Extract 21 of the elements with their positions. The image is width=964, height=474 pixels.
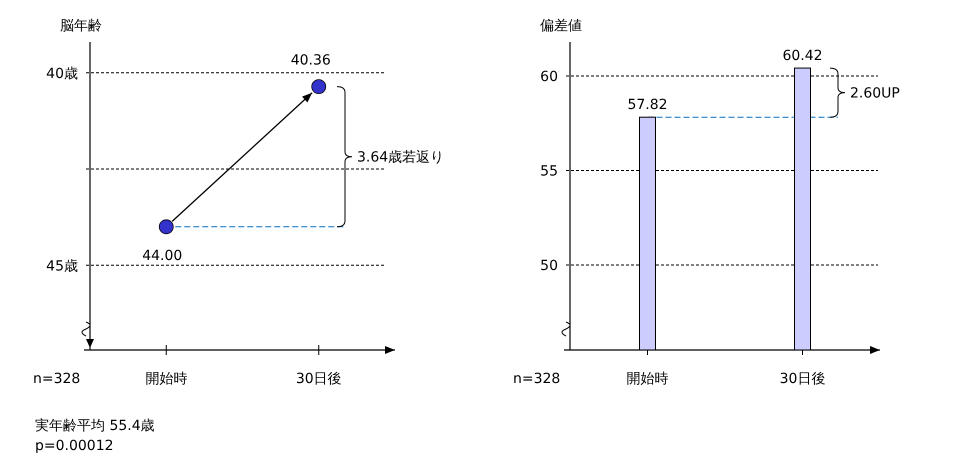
y-axis-title: 偏差値 xyxy=(540,18,582,34)
y-tick-label: 40歳 xyxy=(46,66,78,82)
text: p=0.00012 xyxy=(35,438,114,454)
annotation: 3.64歳若返り xyxy=(357,150,444,166)
data-label: 40.36 xyxy=(290,52,331,69)
y-tick-label: 50 xyxy=(540,258,558,274)
data-label: 57.82 xyxy=(627,97,668,114)
text: n=328 xyxy=(513,371,560,387)
x-tick-label: 30日後 xyxy=(296,371,342,387)
y-tick-label: 60 xyxy=(540,69,558,86)
y-tick-label: 55 xyxy=(540,163,558,180)
x-tick-label: 30日後 xyxy=(780,371,826,387)
data-label: 60.42 xyxy=(782,48,823,64)
text: n=328 xyxy=(33,371,80,387)
x-tick-label: 開始時 xyxy=(626,371,668,387)
y-axis-title: 脳年齢 xyxy=(60,18,102,34)
y-tick-label: 45歳 xyxy=(46,258,78,274)
annotation: 2.60UP xyxy=(850,86,900,102)
x-tick-label: 開始時 xyxy=(145,371,188,387)
data-label: 44.00 xyxy=(142,248,182,264)
text: 実年齢平均 55.4歳 xyxy=(35,418,155,434)
